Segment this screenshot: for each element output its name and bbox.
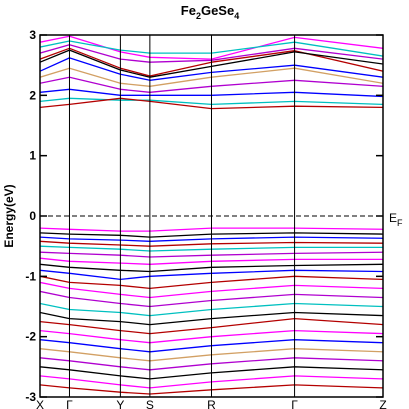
x-tick-label: S [146, 398, 154, 409]
fermi-label-main: E [389, 211, 397, 225]
y-tick-label: -3 [25, 390, 36, 404]
chart-title: Fe2GeSe4 [181, 3, 239, 21]
x-tick-label: Y [116, 398, 124, 409]
y-tick-label: 3 [29, 28, 36, 42]
y-tick-label: 1 [29, 149, 36, 163]
y-axis-label: Energy(eV) [2, 184, 16, 247]
title-subscript: 2 [196, 11, 201, 21]
x-tick-label: Γ [66, 398, 73, 409]
x-tick-label: Γ [291, 398, 298, 409]
title-subscript: 4 [234, 11, 239, 21]
plot-frame [39, 34, 384, 398]
fermi-level: EF [40, 211, 403, 228]
title-part: Fe [181, 3, 196, 18]
y-tick-label: -1 [25, 269, 36, 283]
x-tick-label: X [36, 398, 44, 409]
y-tick-label: 0 [29, 209, 36, 223]
fermi-label: EF [389, 211, 403, 228]
title-part: GeSe [201, 3, 234, 18]
fermi-label-subscript: F [397, 218, 403, 228]
y-tick-label: -2 [25, 330, 36, 344]
x-tick-label: R [207, 398, 216, 409]
y-tick-label: 2 [29, 88, 36, 102]
x-tick-label: Z [379, 398, 386, 409]
